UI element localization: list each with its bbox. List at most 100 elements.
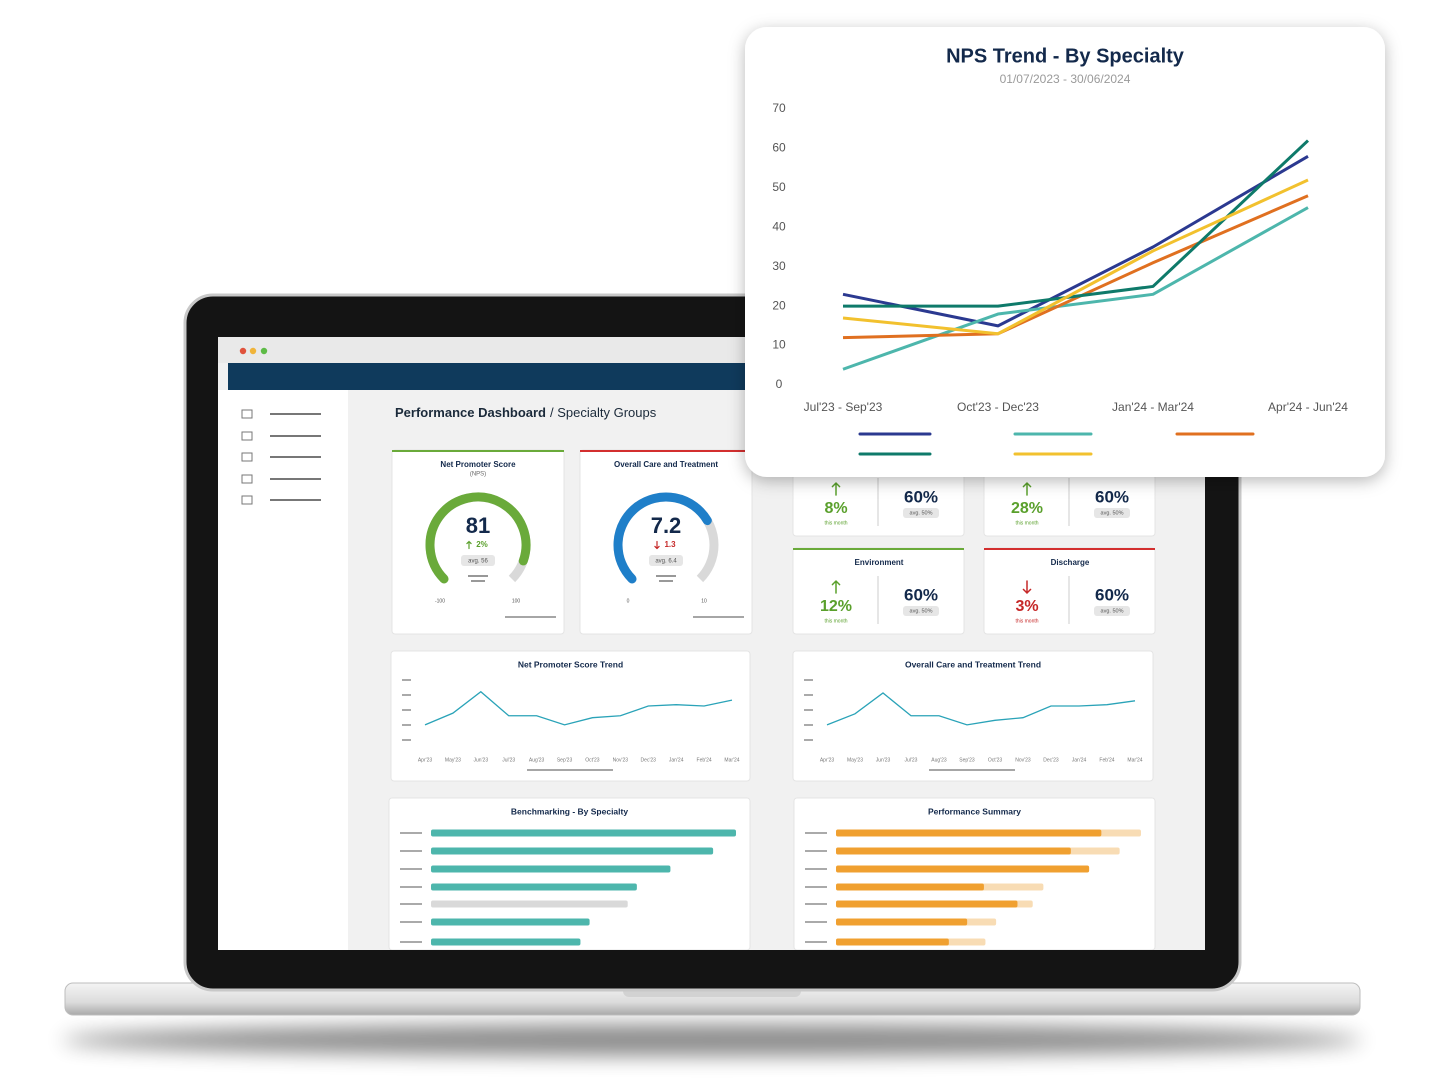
kpi-value: 28%: [1011, 500, 1043, 517]
series-line: [842, 178, 1309, 336]
trend-card: [390, 650, 751, 782]
kpi-tile-accent: [793, 548, 964, 550]
trend-card: [792, 650, 1154, 782]
y-tick-label: 30: [772, 259, 786, 273]
x-tick-label: Apr'23: [418, 757, 433, 763]
bar: [431, 829, 736, 837]
gauge-value: 81: [466, 513, 490, 538]
chart-title: Benchmarking - By Specialty: [511, 806, 628, 816]
page-heading: Performance Dashboard / Specialty Groups: [395, 405, 657, 420]
gauge-arc: [425, 492, 531, 584]
kpi-avg: avg. 50%: [1101, 510, 1124, 516]
x-tick-label: May'23: [445, 757, 461, 763]
gauge-avg: avg. 56: [468, 559, 488, 565]
bar: [431, 938, 581, 946]
bar: [431, 883, 637, 891]
x-tick-label: Nov'23: [1015, 757, 1031, 763]
x-tick-label: Feb'24: [697, 757, 712, 763]
kpi-tile-accent: [984, 548, 1155, 550]
kpi-title: Environment: [855, 558, 904, 567]
x-tick-label: Jul'23: [502, 757, 515, 763]
window-dot: [249, 347, 257, 355]
x-tick-label: Aug'23: [529, 757, 545, 763]
y-tick-label: 70: [772, 101, 786, 115]
heading-title: Performance Dashboard: [395, 405, 546, 420]
trend-arrow: [1022, 481, 1032, 496]
x-tick-label: Oct'23: [988, 757, 1003, 763]
series-line: [842, 206, 1309, 371]
avg-pill: [461, 555, 495, 566]
gauge-card-accent: [580, 450, 752, 452]
gauge-title: Net Promoter Score: [440, 460, 516, 469]
kpi-score: 60%: [904, 585, 938, 604]
kpi-title: Discharge: [1051, 558, 1090, 567]
chart-title: NPS Trend - By Specialty: [946, 45, 1185, 67]
series-line: [843, 139, 1310, 308]
x-tick-label: Jan'24: [1072, 757, 1087, 763]
kpi-caption: this month: [1015, 520, 1038, 526]
sidebar-icon: [241, 495, 253, 505]
bar: [836, 829, 1102, 837]
sidebar-icon: [241, 431, 253, 441]
x-tick-label: Aug'23: [931, 757, 947, 763]
kpi-score: 60%: [904, 487, 938, 506]
sidebar-icon: [241, 409, 253, 419]
avg-pill: [903, 508, 939, 518]
y-tick-label: 50: [772, 180, 786, 194]
trend-arrow: [831, 579, 841, 594]
trend-arrow: [1022, 580, 1032, 595]
y-tick-label: 20: [772, 298, 786, 312]
bar-card: [793, 797, 1156, 951]
sidebar-icon: [241, 474, 253, 484]
kpi-score: 60%: [1095, 585, 1129, 604]
gauge-arc: [613, 492, 712, 584]
x-tick-label: Sep'23: [557, 757, 573, 763]
avg-pill: [1094, 606, 1130, 616]
kpi-caption: this month: [1015, 618, 1038, 624]
avg-pill: [903, 606, 939, 616]
gauge-change: 2%: [476, 540, 488, 549]
x-tick-label: Jul'23: [905, 757, 918, 763]
sidebar-icon: [241, 452, 253, 462]
gauge-title: Overall Care and Treatment: [614, 460, 718, 469]
kpi-caption: this month: [824, 520, 847, 526]
avg-pill: [1094, 508, 1130, 518]
kpi-score: 60%: [1095, 487, 1129, 506]
gauge-min: 0: [627, 598, 630, 604]
laptop-shadow: [62, 1024, 1362, 1056]
window-dot: [239, 347, 247, 355]
x-tick-label: Jan'24 - Mar'24: [1112, 400, 1194, 414]
x-tick-label: Oct'23: [585, 757, 600, 763]
x-tick-label: Feb'24: [1099, 757, 1114, 763]
kpi-avg: avg. 50%: [910, 510, 933, 516]
x-tick-label: Apr'23: [820, 757, 835, 763]
chart-title: Performance Summary: [928, 806, 1021, 816]
x-tick-label: Sep'23: [959, 757, 975, 763]
chart-title: Overall Care and Treatment Trend: [905, 659, 1041, 669]
y-tick-label: 40: [772, 219, 786, 233]
kpi-avg: avg. 50%: [910, 608, 933, 614]
bezel-bottom: [200, 950, 1225, 982]
avg-pill: [649, 555, 683, 566]
sidebar: [218, 390, 348, 950]
gauge-card-accent: [392, 450, 564, 452]
trend-line: [424, 690, 733, 726]
bar: [836, 865, 1090, 873]
chart-title: Net Promoter Score Trend: [518, 659, 623, 669]
trend-line: [826, 692, 1136, 726]
series-line: [842, 155, 1309, 328]
bar: [431, 865, 671, 873]
trend-arrow: [466, 540, 472, 550]
bar: [431, 847, 714, 855]
overlay-card: [745, 27, 1385, 477]
heading-breadcrumb: / Specialty Groups: [550, 405, 657, 420]
y-tick-label: 60: [772, 141, 786, 155]
bar: [836, 918, 968, 926]
kpi-value: 12%: [820, 598, 852, 615]
gauge-avg: avg. 6.4: [655, 559, 677, 565]
bar: [836, 847, 1071, 855]
series-line: [842, 194, 1309, 340]
x-tick-label: Jun'23: [474, 757, 489, 763]
